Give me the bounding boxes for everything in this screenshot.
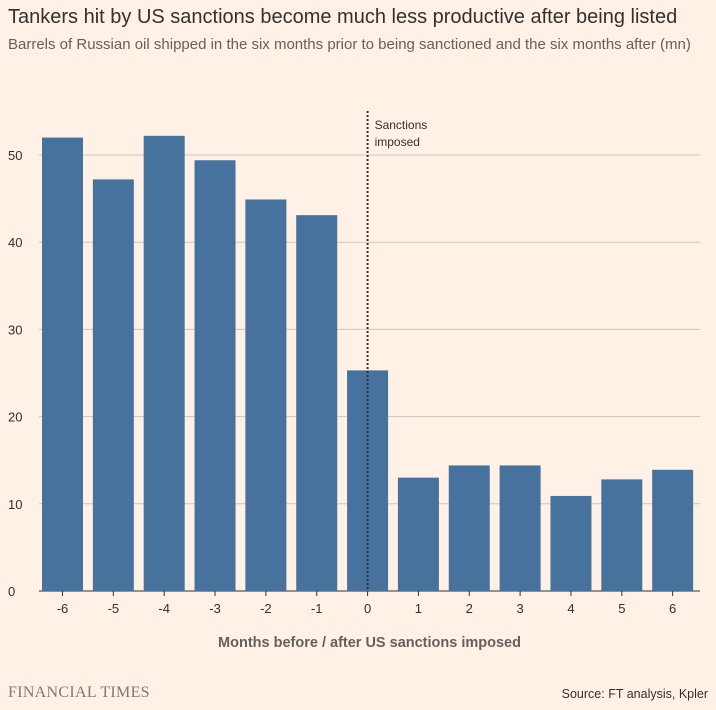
bar <box>550 495 592 591</box>
bar <box>143 135 185 592</box>
y-tick-label: 10 <box>8 497 22 512</box>
bar <box>652 469 694 591</box>
y-tick-label: 50 <box>8 148 22 163</box>
x-tick-label: -6 <box>57 601 69 616</box>
bar <box>448 465 490 591</box>
x-tick-label: -5 <box>108 601 120 616</box>
x-tick-label: -3 <box>209 601 221 616</box>
y-tick-label: 40 <box>8 235 22 250</box>
chart-subtitle: Barrels of Russian oil shipped in the si… <box>8 36 691 53</box>
x-tick-label: 6 <box>669 601 676 616</box>
bar <box>42 137 83 591</box>
x-tick-label: -4 <box>158 601 170 616</box>
annotation-label: Sanctions <box>375 118 428 132</box>
y-tick-label: 30 <box>8 322 22 337</box>
bar <box>245 199 287 592</box>
x-tick-label: -1 <box>311 601 323 616</box>
x-tick-label: 3 <box>516 601 523 616</box>
bar <box>296 215 338 591</box>
y-tick-label: 0 <box>8 584 15 599</box>
bar <box>92 179 134 591</box>
x-tick-label: 1 <box>415 601 422 616</box>
x-tick-label: 4 <box>567 601 574 616</box>
x-tick-label: 5 <box>618 601 625 616</box>
x-axis-title: Months before / after US sanctions impos… <box>218 635 521 651</box>
chart-title: Tankers hit by US sanctions become much … <box>8 6 678 28</box>
source-note: Source: FT analysis, Kpler <box>561 687 708 701</box>
bar <box>499 465 541 591</box>
x-tick-label: 0 <box>364 601 371 616</box>
bar <box>601 479 643 591</box>
annotation-label: imposed <box>375 135 420 149</box>
bar <box>194 160 236 591</box>
y-tick-label: 20 <box>8 410 22 425</box>
publisher-logo: FINANCIAL TIMES <box>8 684 150 701</box>
bar-chart: 0 10 20 30 40 50 -6 -5 -4 -3 -2 -1 0 1 2 3 4 5 6 Sanctions i… <box>8 111 700 651</box>
x-tick-label: -2 <box>260 601 272 616</box>
x-tick-label: 2 <box>466 601 473 616</box>
bar <box>397 477 439 591</box>
